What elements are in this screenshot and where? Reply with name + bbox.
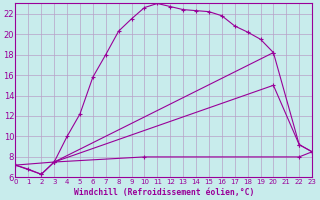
X-axis label: Windchill (Refroidissement éolien,°C): Windchill (Refroidissement éolien,°C) — [74, 188, 254, 197]
